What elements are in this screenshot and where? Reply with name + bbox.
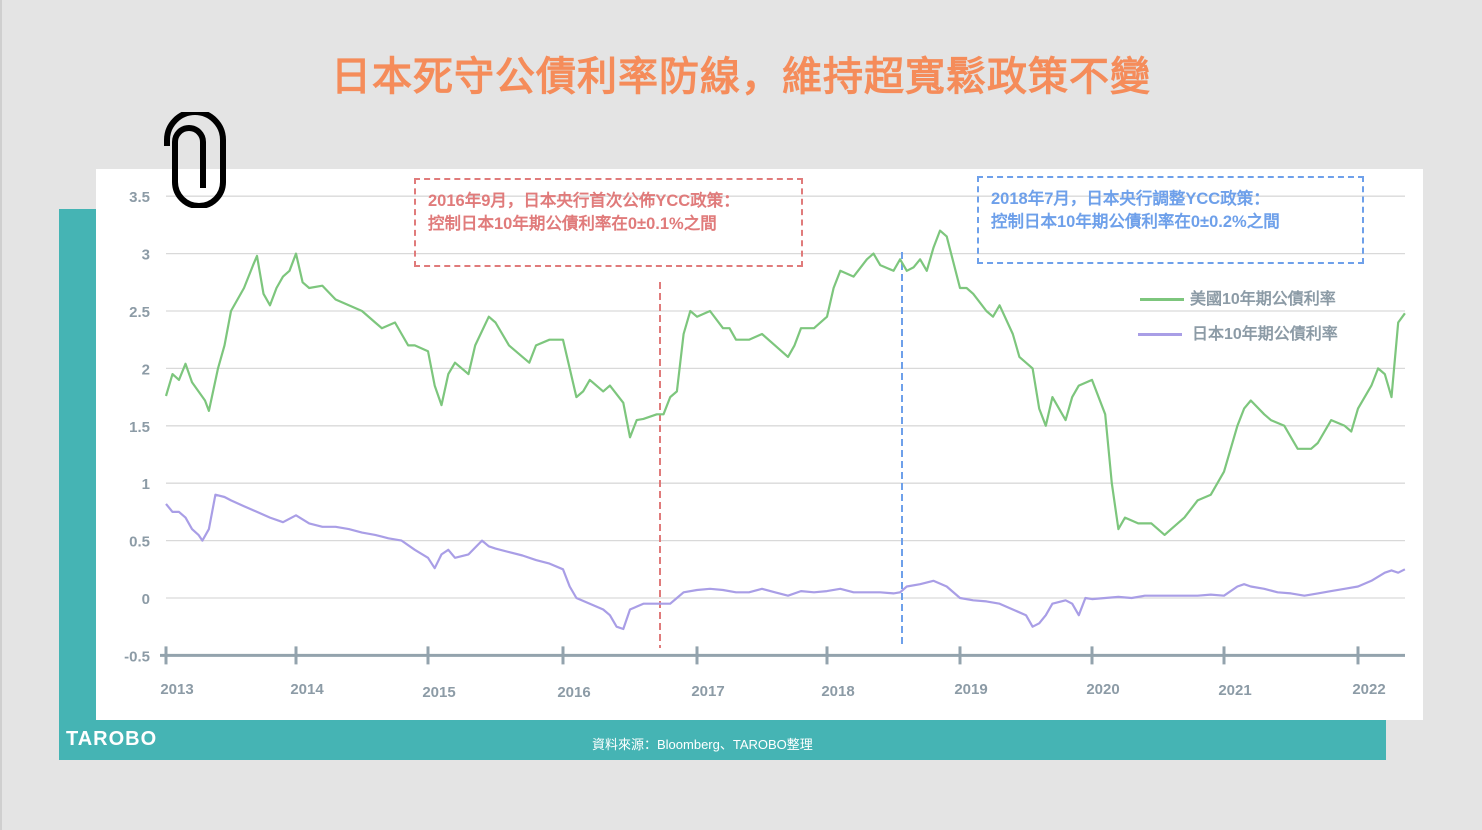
annotation-line: 控制日本10年期公債利率在0±0.2%之間: [991, 213, 1280, 231]
policy-vlines: [659, 252, 903, 648]
svg-text:0: 0: [142, 591, 150, 608]
svg-text:2016: 2016: [557, 684, 590, 701]
y-axis-labels: 3.5 3 2.5 2 1.5 1 0.5 0 -0.5: [124, 189, 150, 665]
svg-text:2: 2: [142, 361, 150, 378]
svg-text:2019: 2019: [954, 681, 987, 698]
series-lines: [164, 229, 1406, 631]
svg-text:1.5: 1.5: [129, 419, 150, 436]
svg-text:2022: 2022: [1352, 681, 1385, 698]
svg-text:2013: 2013: [160, 681, 193, 698]
svg-text:0.5: 0.5: [129, 534, 150, 551]
legend-label: 美國10年期公債利率: [1190, 291, 1336, 308]
annotation-2018-ycc: 2018年7月，日本央行調整YCC政策： 控制日本10年期公債利率在0±0.2%…: [977, 176, 1364, 264]
svg-text:2.5: 2.5: [129, 304, 150, 321]
legend-item-jp: 日本10年期公債利率: [1138, 320, 1338, 344]
svg-text:2018: 2018: [821, 683, 854, 700]
svg-text:1: 1: [142, 476, 150, 493]
page-edge: [0, 0, 2, 830]
legend-item-us: 美國10年期公債利率: [1140, 285, 1336, 309]
svg-text:2014: 2014: [290, 681, 324, 698]
svg-text:2021: 2021: [1218, 682, 1251, 699]
annotation-2016-ycc: 2016年9月，日本央行首次公佈YCC政策： 控制日本10年期公債利率在0±0.…: [414, 178, 803, 267]
svg-text:3.5: 3.5: [129, 189, 150, 206]
page-title: 日本死守公債利率防線，維持超寬鬆政策不變: [331, 54, 1151, 100]
paperclip-icon: [163, 109, 227, 212]
annotation-line: 2018年7月，日本央行調整YCC政策：: [991, 190, 1270, 208]
legend-swatch-us: [1140, 298, 1184, 302]
gridlines: [166, 195, 1405, 599]
svg-text:3: 3: [142, 247, 150, 264]
svg-text:2015: 2015: [422, 684, 455, 701]
chart-card: [96, 169, 1423, 720]
legend-swatch-jp: [1138, 333, 1182, 337]
annotation-line: 控制日本10年期公債利率在0±0.1%之間: [428, 215, 717, 233]
legend-label: 日本10年期公債利率: [1192, 326, 1338, 343]
annotation-line: 2016年9月，日本央行首次公佈YCC政策：: [428, 192, 740, 210]
svg-text:2017: 2017: [691, 683, 724, 700]
tarobo-logo: TAROBO: [66, 728, 158, 750]
svg-text:-0.5: -0.5: [124, 648, 150, 665]
x-axis: 2013 2014 2015 2016 2017 2018 2019 2020 2021 2022: [160, 646, 1405, 701]
svg-text:2020: 2020: [1086, 681, 1119, 698]
source-note: 資料來源：Bloomberg、TAROBO整理: [592, 737, 813, 752]
